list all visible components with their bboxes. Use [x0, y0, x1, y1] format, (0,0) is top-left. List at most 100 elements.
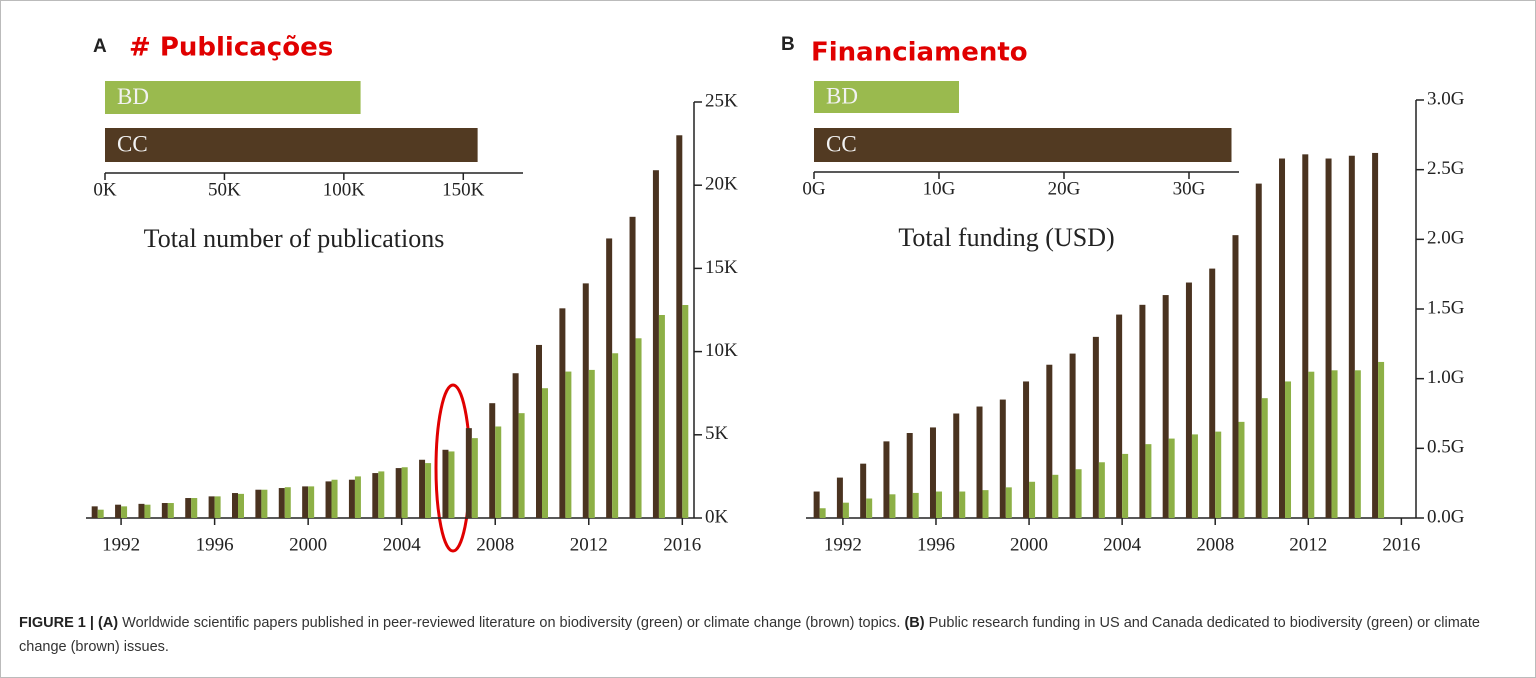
bar: [302, 486, 309, 518]
bar: [1116, 314, 1123, 518]
bar: [191, 498, 198, 518]
caption-a-text: Worldwide scientific papers published in…: [122, 615, 901, 631]
panel-title: Financiamento: [811, 38, 1028, 68]
bar: [495, 426, 502, 518]
bar: [860, 463, 867, 518]
bar: [629, 216, 636, 519]
bar: [1023, 381, 1030, 518]
bar: [982, 490, 989, 518]
panel-label: A: [93, 36, 107, 57]
x-tick-label: 1996: [196, 534, 234, 555]
bar: [489, 403, 496, 518]
bar: [91, 506, 98, 518]
x-tick-label: 50K: [208, 179, 241, 200]
bar: [348, 479, 355, 518]
bar: [1238, 421, 1245, 518]
bar: [1378, 361, 1385, 518]
bar: [105, 128, 478, 162]
bar-label: CC: [117, 131, 148, 156]
bar: [354, 476, 361, 518]
bar: [518, 413, 525, 518]
bar: [261, 489, 268, 518]
bar: [255, 489, 262, 518]
y-tick-label: 2.0G: [1427, 228, 1465, 249]
bar-label: CC: [826, 131, 857, 156]
bar: [814, 128, 1232, 162]
bar: [284, 487, 291, 518]
bar: [1331, 370, 1338, 518]
bar: [1209, 268, 1216, 518]
bar: [1285, 381, 1292, 518]
bar: [238, 493, 244, 518]
bar: [471, 438, 478, 518]
x-tick-label: 2004: [1103, 534, 1142, 555]
x-tick-label: 2012: [1289, 534, 1327, 555]
x-tick-label: 20G: [1048, 178, 1081, 199]
bar: [378, 471, 385, 518]
bar: [999, 399, 1006, 518]
bar: [1348, 155, 1355, 518]
y-tick-label: 0.0G: [1427, 506, 1465, 527]
y-tick-label: 2.5G: [1427, 158, 1465, 179]
bar: [325, 481, 332, 518]
bar: [1168, 438, 1175, 518]
bar: [232, 493, 238, 518]
y-tick-label: 1.5G: [1427, 297, 1465, 318]
y-tick-label: 25K: [705, 90, 738, 111]
bar: [442, 449, 449, 518]
bar: [1279, 158, 1286, 518]
bar: [1191, 434, 1198, 518]
y-tick-label: 3.0G: [1427, 88, 1465, 109]
bar: [121, 506, 128, 518]
bar: [105, 81, 361, 114]
y-tick-label: 10K: [705, 340, 738, 361]
x-axis-label: Total funding (USD): [898, 223, 1114, 252]
bar: [1139, 304, 1146, 518]
bar: [1325, 158, 1332, 518]
bar: [1046, 364, 1053, 518]
bar: [1075, 469, 1082, 518]
panel-label: B: [781, 34, 795, 55]
x-tick-label: 150K: [442, 179, 485, 200]
x-tick-label: 2004: [383, 534, 422, 555]
bar: [1122, 453, 1129, 518]
bar: [1098, 462, 1105, 518]
bar: [214, 496, 221, 518]
bar: [465, 428, 472, 518]
bar: [542, 388, 548, 518]
y-tick-label: 1.0G: [1427, 367, 1465, 388]
bar: [536, 344, 542, 518]
x-tick-label: 30G: [1173, 178, 1206, 199]
y-tick-label: 0.5G: [1427, 437, 1465, 458]
x-tick-label: 1992: [102, 534, 140, 555]
bar: [1215, 431, 1222, 518]
bar: [676, 135, 683, 518]
bar: [883, 441, 890, 518]
x-tick-label: 2016: [663, 534, 701, 555]
bar: [144, 504, 151, 518]
bar: [278, 488, 285, 518]
bar: [185, 498, 192, 518]
bar: [1162, 295, 1169, 518]
x-tick-label: 2012: [570, 534, 608, 555]
x-tick-label: 10G: [923, 178, 956, 199]
bar: [819, 508, 826, 518]
x-tick-label: 1992: [824, 534, 862, 555]
bar: [208, 496, 215, 518]
x-tick-label: 0K: [93, 179, 117, 200]
x-tick-label: 100K: [323, 179, 366, 200]
bar: [138, 503, 145, 518]
bar: [1092, 336, 1099, 518]
caption-figure: FIGURE 1 |: [19, 615, 94, 631]
bar: [606, 238, 613, 518]
bar-label: BD: [826, 83, 858, 108]
bar: [559, 308, 566, 518]
bar: [889, 494, 896, 518]
caption-b-label: (B): [904, 615, 925, 631]
bar: [959, 491, 966, 518]
bar: [565, 371, 572, 518]
bar: [912, 492, 919, 518]
x-axis-label: Total number of publications: [144, 224, 445, 253]
x-tick-label: 2008: [476, 534, 514, 555]
y-tick-label: 20K: [705, 174, 738, 195]
